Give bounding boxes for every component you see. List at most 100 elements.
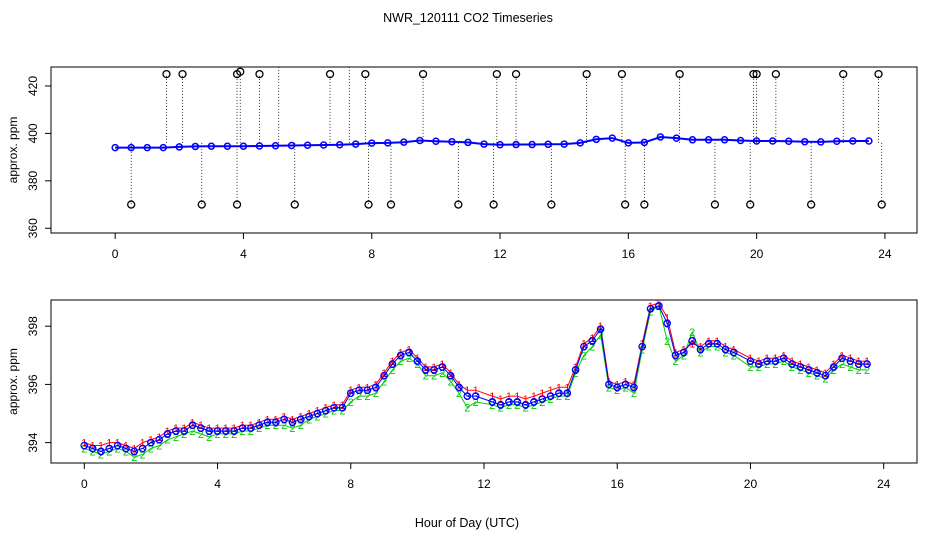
y-axis-label: approx. ppm bbox=[6, 348, 20, 415]
data-point-3: 3 bbox=[314, 409, 320, 421]
data-point-circle bbox=[713, 339, 722, 348]
data-point-1: 1 bbox=[539, 388, 545, 400]
data-point-circle bbox=[796, 363, 805, 371]
data-point-main bbox=[448, 137, 456, 146]
x-tick-label: 8 bbox=[347, 477, 354, 491]
data-point-1: 1 bbox=[398, 347, 404, 359]
data-point-circle bbox=[655, 301, 663, 310]
data-point-3: 3 bbox=[473, 391, 479, 403]
data-point-circle bbox=[88, 444, 97, 453]
data-point-2: 2 bbox=[514, 400, 520, 412]
data-point-circle bbox=[321, 406, 330, 415]
data-point-3: 3 bbox=[556, 388, 562, 400]
data-point-circle bbox=[613, 383, 622, 392]
x-tick-label: 0 bbox=[112, 247, 119, 261]
data-point-3: 3 bbox=[331, 403, 337, 415]
data-point-circle bbox=[854, 360, 863, 368]
data-point-circle bbox=[205, 427, 214, 435]
data-point-main bbox=[672, 134, 681, 142]
outlier-point bbox=[617, 69, 627, 79]
data-point-2: 2 bbox=[273, 420, 279, 432]
data-point-main bbox=[576, 139, 584, 147]
data-point-main bbox=[111, 143, 119, 152]
data-point-3: 3 bbox=[789, 359, 795, 371]
data-point-1: 1 bbox=[664, 312, 670, 324]
outlier-point bbox=[454, 200, 463, 209]
outlier-point bbox=[255, 69, 264, 79]
data-point-1: 1 bbox=[439, 359, 445, 371]
data-point-3: 3 bbox=[506, 397, 512, 409]
data-point-main bbox=[833, 137, 841, 145]
data-point-1: 1 bbox=[289, 414, 295, 426]
data-point-circle bbox=[355, 386, 363, 395]
y-tick-label: 394 bbox=[26, 432, 40, 452]
data-point-3: 3 bbox=[731, 347, 737, 359]
data-point-circle bbox=[330, 403, 338, 412]
data-point-circle bbox=[280, 415, 289, 424]
data-point-circle bbox=[513, 398, 522, 406]
data-point-3: 3 bbox=[398, 350, 404, 362]
data-point-2: 2 bbox=[614, 385, 620, 397]
data-point-2: 2 bbox=[864, 365, 870, 377]
data-point-1: 1 bbox=[864, 356, 870, 368]
data-point-2: 2 bbox=[198, 429, 204, 441]
data-point-3: 3 bbox=[298, 414, 304, 426]
data-point-1: 1 bbox=[756, 356, 762, 368]
data-point-3: 3 bbox=[614, 382, 620, 394]
data-point-2: 2 bbox=[123, 446, 129, 458]
data-point-3: 3 bbox=[581, 342, 587, 354]
data-point-1: 1 bbox=[406, 344, 412, 356]
data-point-1: 1 bbox=[789, 356, 795, 368]
data-point-1: 1 bbox=[556, 382, 562, 394]
data-point-2: 2 bbox=[581, 350, 587, 362]
data-point-3: 3 bbox=[489, 397, 495, 409]
data-point-2: 2 bbox=[689, 327, 695, 339]
data-point-circle bbox=[771, 357, 780, 365]
data-point-circle bbox=[563, 389, 572, 397]
data-point-3: 3 bbox=[123, 443, 129, 455]
data-point-3: 3 bbox=[206, 426, 212, 438]
data-point-main bbox=[432, 137, 440, 145]
data-point-1: 1 bbox=[314, 406, 320, 418]
data-point-2: 2 bbox=[539, 397, 545, 409]
data-point-1: 1 bbox=[331, 400, 337, 412]
chart-title: NWR_120111 CO2 Timeseries bbox=[383, 11, 553, 25]
data-point-2: 2 bbox=[106, 446, 112, 458]
data-point-main bbox=[351, 140, 360, 148]
outlier-point bbox=[839, 69, 848, 79]
data-point-1: 1 bbox=[223, 423, 229, 435]
data-point-3: 3 bbox=[573, 365, 579, 377]
data-point-circle bbox=[421, 366, 430, 374]
data-point-2: 2 bbox=[181, 429, 187, 441]
data-point-3: 3 bbox=[831, 362, 837, 374]
data-point-2: 2 bbox=[531, 400, 537, 412]
data-point-main bbox=[768, 137, 777, 145]
data-point-1: 1 bbox=[148, 435, 154, 447]
data-point-1: 1 bbox=[731, 344, 737, 356]
data-point-main bbox=[752, 137, 761, 145]
data-point-3: 3 bbox=[373, 382, 379, 394]
data-point-circle bbox=[838, 354, 846, 363]
data-point-1: 1 bbox=[256, 417, 262, 429]
data-point-3: 3 bbox=[115, 441, 121, 453]
outlier-point bbox=[511, 69, 521, 79]
data-point-3: 3 bbox=[165, 429, 171, 441]
data-point-2: 2 bbox=[598, 330, 604, 342]
data-point-circle bbox=[571, 366, 580, 374]
y-tick-label: 420 bbox=[26, 76, 40, 96]
outlier-point bbox=[361, 69, 370, 79]
data-point-2: 2 bbox=[731, 350, 737, 362]
data-point-1: 1 bbox=[697, 342, 703, 354]
data-point-main bbox=[817, 138, 825, 146]
data-point-2: 2 bbox=[573, 368, 579, 380]
plot-frame bbox=[50, 66, 918, 234]
data-point-2: 2 bbox=[681, 350, 687, 362]
data-point-main bbox=[175, 143, 184, 151]
data-point-main bbox=[319, 141, 328, 149]
data-point-3: 3 bbox=[381, 371, 387, 383]
data-point-circle bbox=[113, 441, 122, 450]
data-point-circle bbox=[829, 363, 838, 371]
data-point-2: 2 bbox=[606, 382, 612, 394]
data-point-circle bbox=[729, 348, 738, 357]
